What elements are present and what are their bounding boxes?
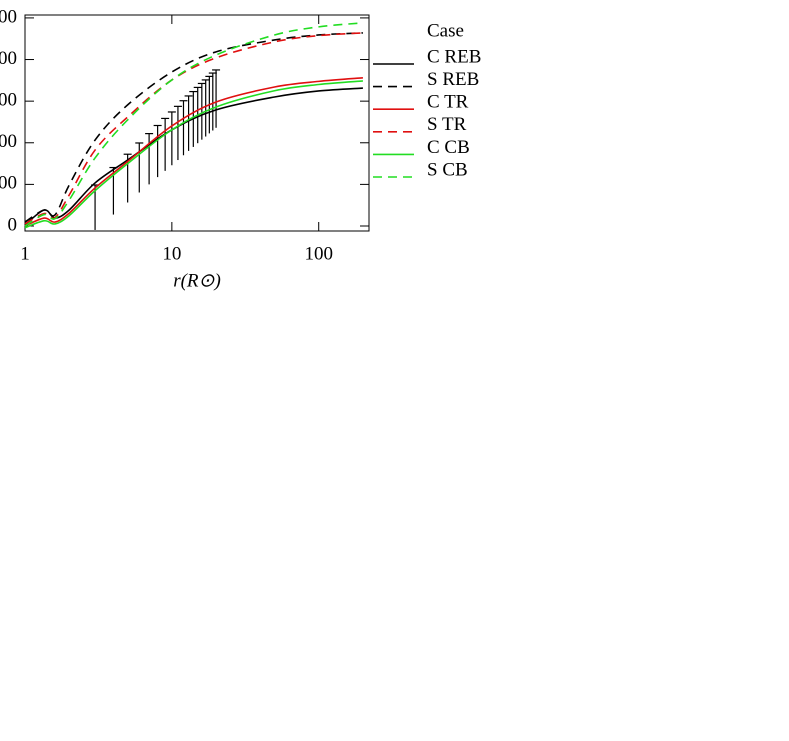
y-tick-label: 600 bbox=[0, 90, 17, 111]
legend-label: C TR bbox=[427, 92, 469, 113]
series-line bbox=[24, 80, 363, 229]
legend-title: Case bbox=[427, 20, 464, 41]
legend-label: S REB bbox=[427, 69, 479, 90]
legend-label: C REB bbox=[427, 46, 481, 67]
x-tick-label: 100 bbox=[304, 243, 333, 264]
x-tick-label: 1 bbox=[20, 243, 30, 264]
legend-label: C CB bbox=[427, 137, 470, 158]
plot-frame bbox=[24, 14, 370, 232]
y-tick-label: 400 bbox=[0, 131, 17, 152]
y-tick-label: 800 bbox=[0, 48, 17, 69]
x-axis-label: r(R⊙) bbox=[173, 270, 221, 291]
legend-label: S CB bbox=[427, 159, 468, 180]
legend-label: S TR bbox=[427, 114, 467, 135]
series-line bbox=[24, 32, 363, 225]
x-tick-label: 10 bbox=[162, 243, 181, 264]
series-line bbox=[24, 77, 363, 227]
series-line bbox=[24, 32, 363, 223]
series-line bbox=[24, 87, 363, 226]
series-line bbox=[24, 22, 363, 227]
y-tick-label: 0 bbox=[8, 214, 18, 235]
y-tick-label: 200 bbox=[0, 173, 17, 194]
